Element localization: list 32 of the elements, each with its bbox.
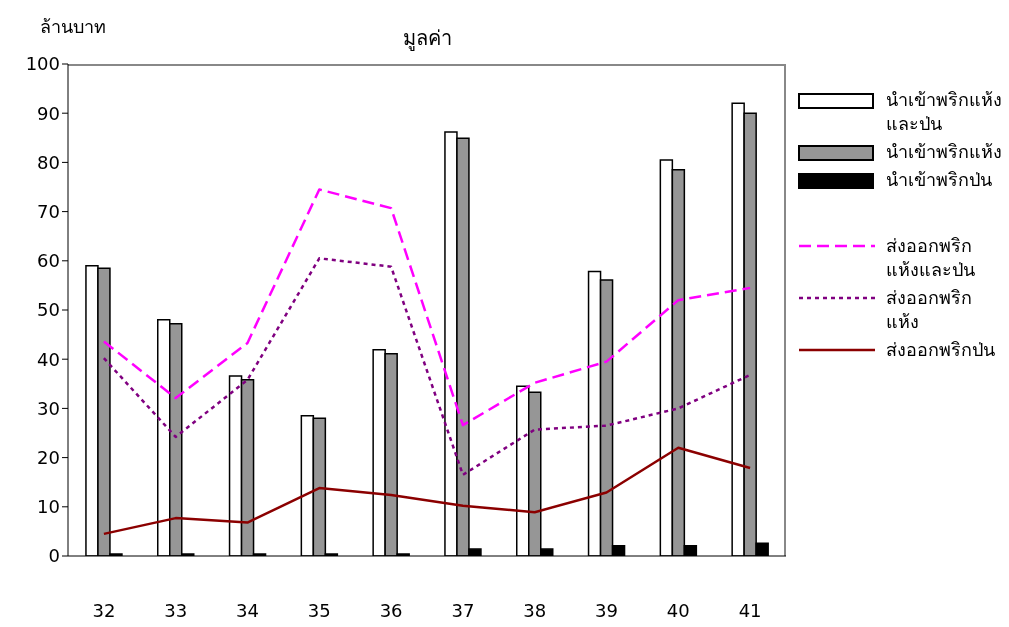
- y-tick-label: 50: [37, 299, 60, 321]
- y-tick-label: 30: [37, 397, 60, 419]
- x-tick-label: 33: [164, 599, 188, 621]
- x-tick-label: 32: [92, 599, 116, 621]
- x-tick-label: 38: [523, 599, 547, 621]
- y-tick-label: 100: [25, 53, 60, 75]
- legend-label: นำเข้าพริกป่น: [886, 168, 993, 192]
- x-tick-label: 35: [307, 599, 331, 621]
- legend-label: ส่งออกพริกแห้ง: [886, 286, 973, 334]
- y-tick-label: 80: [37, 151, 60, 173]
- x-tick-label: 40: [666, 599, 690, 621]
- x-tick-label: 41: [738, 599, 762, 621]
- x-tick-label: 39: [595, 599, 618, 621]
- y-tick-label: 10: [37, 496, 60, 518]
- y-tick-label: 20: [37, 446, 60, 468]
- y-tick-label: 90: [37, 102, 60, 124]
- y-tick-label: 70: [37, 200, 60, 222]
- legend-label: ส่งออกพริกป่น: [886, 338, 996, 362]
- legend-label: นำเข้าพริกแห้งและป่น: [886, 88, 1003, 136]
- y-axis-title: ล้านบาท: [40, 15, 106, 39]
- y-tick-label: 40: [37, 348, 60, 370]
- x-tick-label: 34: [236, 599, 259, 621]
- y-tick-label: 60: [37, 250, 60, 272]
- x-tick-label: 37: [451, 599, 475, 621]
- line-series: [102, 257, 752, 477]
- legend-label: นำเข้าพริกแห้ง: [886, 140, 1003, 164]
- legend-label: ส่งออกพริกแห้งและป่น: [886, 234, 976, 282]
- chart-title: มูลค่า: [402, 26, 452, 50]
- line-series: [102, 188, 752, 427]
- line-series: [102, 446, 752, 536]
- x-tick-label: 36: [379, 599, 403, 621]
- y-tick-label: 0: [48, 545, 60, 567]
